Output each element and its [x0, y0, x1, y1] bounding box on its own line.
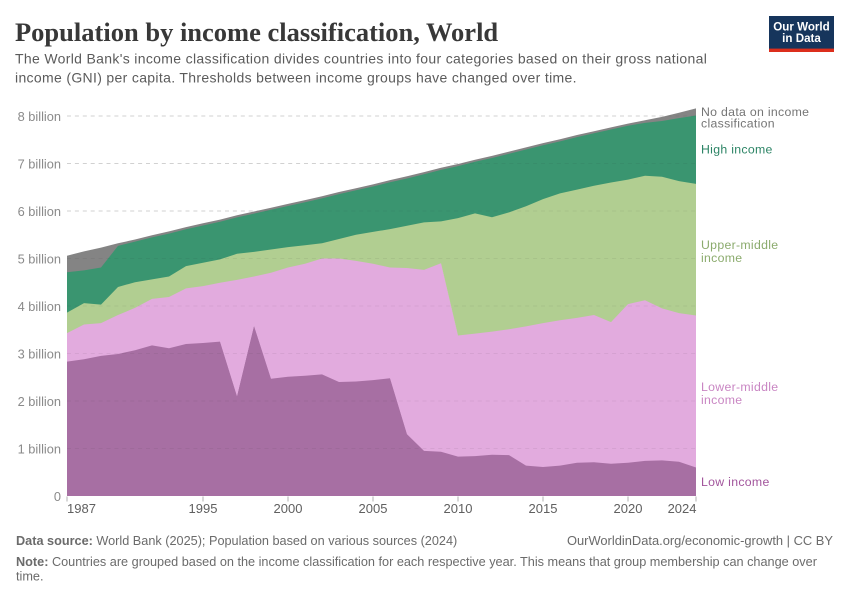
svg-text:2020: 2020: [614, 501, 643, 516]
svg-text:income: income: [701, 251, 742, 265]
svg-text:1995: 1995: [189, 501, 218, 516]
svg-text:OurWorldinData.org/economic-gr: OurWorldinData.org/economic-growth | CC …: [567, 533, 833, 548]
svg-text:2005: 2005: [359, 501, 388, 516]
svg-text:Data source: World Bank (2025): Data source: World Bank (2025); Populati…: [16, 534, 457, 548]
svg-text:0: 0: [54, 489, 61, 504]
svg-text:5 billion: 5 billion: [18, 252, 61, 267]
svg-text:No data on income: No data on income: [701, 105, 809, 119]
svg-text:2000: 2000: [274, 501, 303, 516]
svg-text:3 billion: 3 billion: [18, 347, 61, 362]
svg-text:Low income: Low income: [701, 475, 770, 489]
svg-text:2024: 2024: [668, 501, 697, 516]
svg-text:Lower-middle: Lower-middle: [701, 380, 778, 394]
svg-text:2 billion: 2 billion: [18, 394, 61, 409]
svg-text:time.: time.: [16, 570, 44, 584]
svg-text:High income: High income: [701, 142, 773, 156]
svg-text:8 billion: 8 billion: [18, 109, 61, 124]
svg-text:2010: 2010: [444, 501, 473, 516]
svg-text:Note: Countries are grouped ba: Note: Countries are grouped based on the…: [16, 555, 818, 569]
svg-text:Our World: Our World: [773, 20, 829, 33]
svg-text:2015: 2015: [529, 501, 558, 516]
svg-text:in Data: in Data: [782, 32, 821, 45]
svg-text:1987: 1987: [67, 501, 96, 516]
svg-text:Upper-middle: Upper-middle: [701, 238, 778, 252]
svg-text:7 billion: 7 billion: [18, 157, 61, 172]
svg-text:income (GNI) per capita. Thres: income (GNI) per capita. Thresholds betw…: [15, 69, 577, 85]
svg-text:4 billion: 4 billion: [18, 299, 61, 314]
svg-text:1 billion: 1 billion: [18, 442, 61, 457]
svg-text:classification: classification: [701, 116, 775, 130]
svg-text:The World Bank's income classi: The World Bank's income classification d…: [15, 51, 707, 67]
svg-text:6 billion: 6 billion: [18, 204, 61, 219]
svg-text:income: income: [701, 393, 742, 407]
svg-text:Population by income classific: Population by income classification, Wor…: [15, 17, 498, 47]
